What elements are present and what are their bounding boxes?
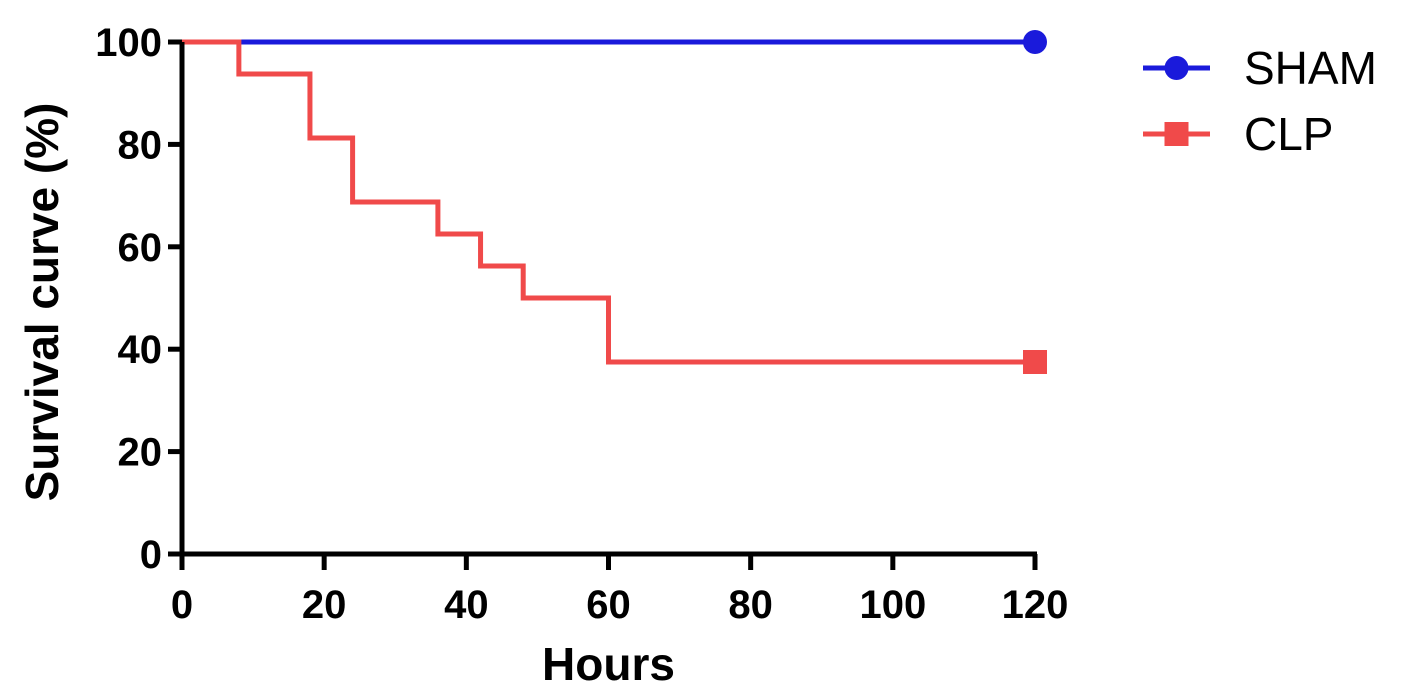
legend-label: SHAM	[1244, 42, 1377, 94]
legend-label: CLP	[1244, 108, 1333, 160]
y-tick-label: 20	[118, 431, 163, 475]
legend-marker	[1164, 122, 1189, 146]
x-tick-label: 20	[302, 583, 347, 627]
legend-item-sham: SHAM	[1143, 42, 1377, 94]
legend: SHAM CLP	[1143, 42, 1377, 160]
y-axis-title: Survival curve (%)	[16, 103, 68, 502]
x-tick-label: 100	[859, 583, 926, 627]
series-layer	[182, 30, 1047, 374]
x-tick-label: 60	[586, 583, 631, 627]
x-tick-label: 0	[171, 583, 193, 627]
x-axis-ticks: 0 20 40 60 80 100 120	[171, 554, 1069, 627]
x-tick-label: 80	[728, 583, 773, 627]
series-line-clp	[182, 39, 1035, 365]
y-axis-ticks: 0 20 40 60 80 100	[95, 21, 182, 577]
y-tick-label: 40	[118, 328, 163, 372]
legend-item-clp: CLP	[1143, 108, 1333, 160]
legend-marker	[1164, 56, 1189, 80]
y-tick-label: 0	[140, 533, 162, 577]
y-tick-label: 60	[118, 226, 163, 270]
x-tick-label: 40	[444, 583, 489, 627]
data-point-sham	[1023, 30, 1047, 54]
y-tick-label: 80	[118, 123, 163, 167]
y-tick-label: 100	[95, 21, 162, 65]
data-point-clp	[1023, 350, 1047, 374]
x-tick-label: 120	[1002, 583, 1069, 627]
x-axis-title: Hours	[542, 638, 675, 690]
